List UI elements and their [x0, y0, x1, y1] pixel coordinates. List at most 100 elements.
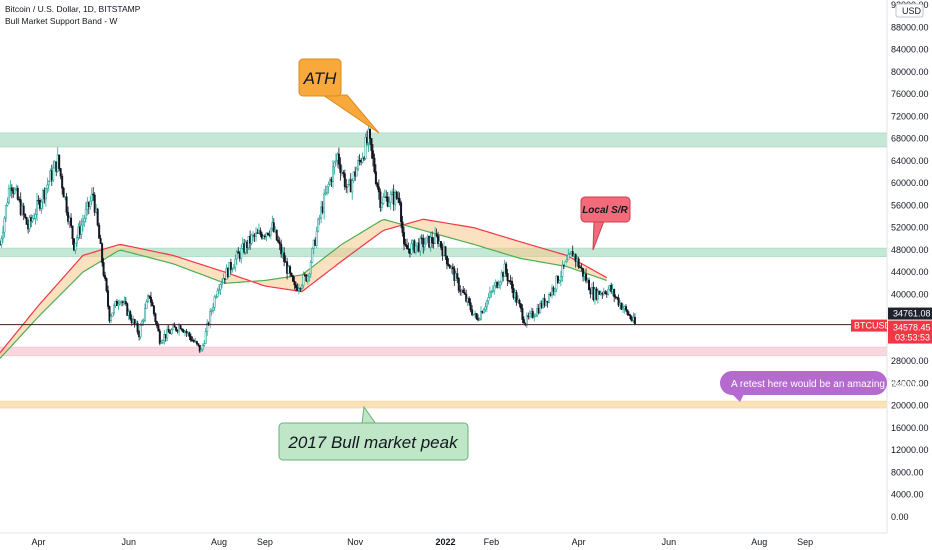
local-sr-callout-pointer — [592, 220, 605, 251]
candle — [220, 278, 223, 289]
candle — [405, 238, 408, 250]
candle-body — [488, 291, 491, 298]
candle-body — [462, 289, 465, 293]
candle-body — [625, 306, 628, 311]
candle — [337, 147, 340, 169]
candle-body — [389, 194, 392, 203]
candle — [90, 187, 93, 206]
candle — [374, 164, 377, 186]
candle-body — [189, 336, 192, 341]
x-tick-label: Jun — [121, 537, 136, 547]
candle — [343, 169, 346, 190]
candle-body — [373, 158, 376, 173]
candle — [188, 331, 191, 341]
candle-body — [155, 321, 158, 326]
candle — [435, 228, 438, 238]
candles — [0, 124, 636, 353]
candle — [553, 288, 556, 297]
bull-peak-callout[interactable]: 2017 Bull market peak — [278, 405, 469, 461]
candle — [24, 213, 27, 220]
candle-body — [468, 298, 471, 304]
candle — [139, 322, 142, 340]
candle-body — [67, 212, 70, 222]
candle-body — [185, 331, 188, 334]
candle — [151, 299, 154, 307]
candle — [478, 317, 481, 321]
currency-label: USD — [902, 6, 922, 16]
candle — [166, 325, 169, 342]
candle-body — [117, 303, 120, 307]
bull-peak-callout-pointer — [361, 405, 377, 425]
candle-body — [333, 161, 336, 168]
candle — [67, 206, 70, 225]
candle-body — [22, 205, 25, 215]
candle — [289, 264, 292, 278]
candle-body — [212, 307, 215, 311]
ath-zone — [0, 133, 887, 147]
candle — [212, 303, 215, 314]
candle-body — [215, 296, 218, 298]
candle-body — [627, 314, 630, 316]
candle-body — [518, 300, 521, 305]
candle-body — [145, 301, 148, 309]
candle-body — [98, 224, 101, 239]
candle-body — [144, 308, 147, 321]
candle-body — [309, 262, 312, 275]
candle — [232, 264, 235, 270]
candle — [522, 316, 525, 324]
candle — [240, 244, 243, 264]
candle-body — [102, 262, 105, 276]
candle — [463, 288, 466, 295]
candle-body — [531, 311, 534, 318]
ath-callout[interactable]: ATH — [298, 58, 380, 134]
candle-body — [533, 316, 536, 318]
candle — [425, 237, 428, 245]
y-tick-label: 8000.00 — [891, 467, 924, 477]
candle — [152, 305, 155, 317]
candle — [371, 144, 374, 167]
candle — [311, 247, 314, 264]
x-tick-label: Apr — [572, 537, 586, 547]
candle-body — [582, 268, 585, 277]
candle — [355, 166, 358, 177]
candle — [65, 192, 68, 216]
candle — [571, 245, 574, 257]
local-sr-callout[interactable]: Local S/R — [580, 196, 631, 251]
candle — [334, 153, 337, 166]
candle-body — [469, 302, 472, 310]
candle — [485, 299, 488, 312]
candle-body — [206, 322, 209, 332]
candle — [388, 196, 391, 208]
candle-body — [475, 313, 478, 319]
candle-body — [440, 241, 443, 248]
candle-body — [83, 218, 86, 223]
candle-body — [403, 232, 406, 245]
candle — [521, 304, 524, 324]
candle — [610, 282, 613, 294]
candle — [112, 303, 115, 316]
candle-body — [99, 238, 102, 245]
candle-body — [607, 288, 610, 295]
y-tick-label: 84000.00 — [891, 45, 929, 55]
candle-body — [604, 291, 607, 294]
retest-callout[interactable]: A retest here would be an amazing chance — [720, 371, 920, 402]
candle-body — [142, 319, 145, 322]
candle-body — [139, 325, 142, 338]
candle-body — [277, 239, 280, 243]
candle-body — [232, 266, 235, 270]
candle — [34, 208, 37, 225]
y-tick-label: 68000.00 — [891, 134, 929, 144]
candle — [189, 333, 192, 343]
candle — [431, 231, 434, 248]
candle-body — [317, 218, 320, 232]
candle-body — [479, 310, 482, 320]
candle-body — [400, 202, 403, 223]
currency-badge[interactable]: USD — [895, 3, 924, 18]
candle-body — [337, 153, 340, 165]
candle — [181, 328, 184, 332]
candle — [84, 202, 87, 223]
candle-body — [500, 272, 503, 283]
candle-body — [75, 237, 78, 244]
